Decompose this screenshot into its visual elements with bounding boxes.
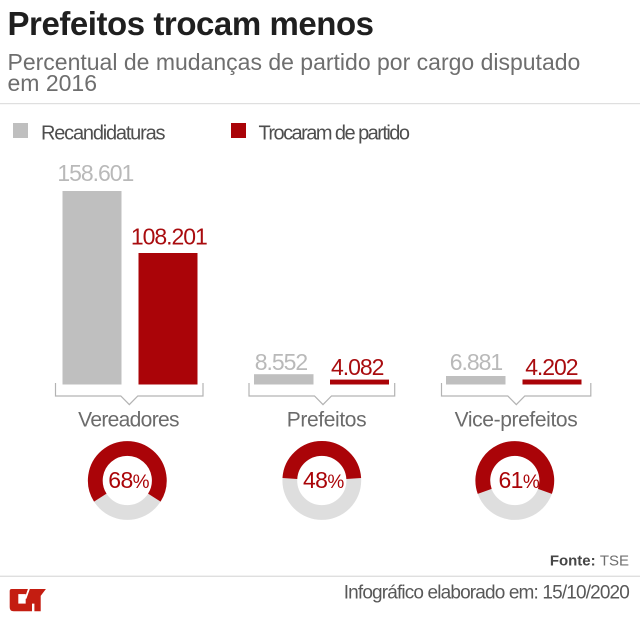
svg-text:4.202: 4.202 [525,354,578,380]
svg-text:Recandidaturas: Recandidaturas [41,123,165,145]
svg-text:em 2016: em 2016 [8,70,98,96]
svg-text:Percentual de mudanças de part: Percentual de mudanças de partido por ca… [8,49,581,75]
svg-text:8.552: 8.552 [255,349,308,375]
svg-text:Trocaram de partido: Trocaram de partido [259,123,410,145]
svg-text:Prefeitos: Prefeitos [287,408,366,431]
svg-text:158.601: 158.601 [57,160,133,186]
svg-text:48%: 48% [303,467,344,493]
svg-text:6.881: 6.881 [450,349,503,375]
svg-text:61%: 61% [498,467,539,493]
svg-text:68%: 68% [108,467,149,493]
svg-text:Vereadores: Vereadores [78,408,179,431]
svg-text:4.082: 4.082 [331,354,384,380]
svg-text:108.201: 108.201 [131,223,207,249]
svg-text:Prefeitos trocam menos: Prefeitos trocam menos [8,5,374,42]
svg-text:Infográfico elaborado em: 15/1: Infográfico elaborado em: 15/10/2020 [344,582,630,603]
svg-text:Vice-prefeitos: Vice-prefeitos [455,408,578,431]
svg-text:Fonte: TSE: Fonte: TSE [550,552,629,569]
